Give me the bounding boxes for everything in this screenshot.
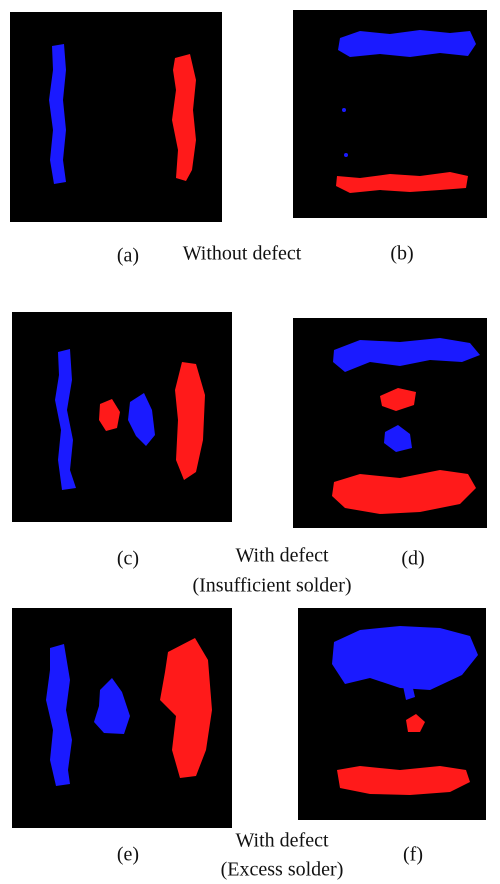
panel-a xyxy=(10,12,222,222)
panel-label: (d) xyxy=(401,548,424,570)
panel-b xyxy=(293,10,487,218)
caption: With defect xyxy=(235,830,328,852)
panel-label: (f) xyxy=(403,844,423,866)
caption: (Insufficient solder) xyxy=(192,575,351,597)
panel-label: (c) xyxy=(117,548,139,570)
panel-d xyxy=(293,318,487,528)
figure: (a) Without defect (b) (c) With defect (… xyxy=(0,0,500,884)
panel-label: (b) xyxy=(390,243,413,265)
caption: (Excess solder) xyxy=(221,859,344,881)
panel-e xyxy=(12,608,232,828)
panel-label: (e) xyxy=(117,844,139,866)
panel-label: (a) xyxy=(117,245,139,267)
panel-c xyxy=(12,312,232,522)
caption: With defect xyxy=(235,545,328,567)
panel-f xyxy=(298,608,486,820)
caption: Without defect xyxy=(183,243,302,265)
